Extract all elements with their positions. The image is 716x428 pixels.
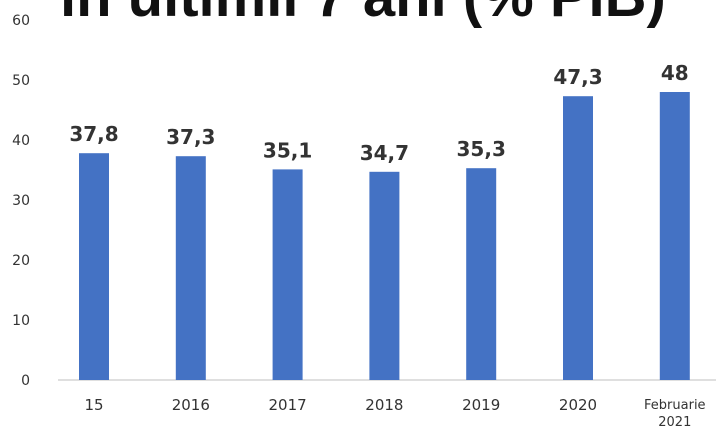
y-tick-label: 0 <box>21 373 30 389</box>
y-tick-label: 20 <box>12 253 30 269</box>
bars <box>79 92 690 380</box>
x-tick-label: 2016 <box>172 396 210 414</box>
x-axis: 15 2016 2017 2018 2019 2020 Februarie 2021 <box>84 396 705 428</box>
x-tick-label: 2017 <box>269 396 307 414</box>
data-label: 47,3 <box>553 65 602 89</box>
bar <box>175 156 206 380</box>
data-label: 35,1 <box>263 138 312 162</box>
bar <box>272 169 303 380</box>
data-labels: 37,8 37,3 35,1 34,7 35,3 47,3 48 <box>69 61 688 165</box>
chart-title: în ultimii 7 ani (% PIB) <box>60 0 666 26</box>
data-label: 48 <box>661 61 689 85</box>
x-tick-label: 15 <box>84 396 103 414</box>
bar <box>79 153 109 380</box>
x-tick-label: 2021 <box>658 415 691 428</box>
x-tick-label: 2020 <box>559 396 597 414</box>
data-label: 37,8 <box>69 122 118 146</box>
bar <box>659 92 690 380</box>
y-tick-label: 30 <box>12 193 30 209</box>
y-tick-label: 50 <box>12 73 30 89</box>
bar <box>563 96 593 380</box>
y-tick-label: 60 <box>12 13 30 29</box>
bar <box>369 171 400 380</box>
y-tick-label: 10 <box>12 313 30 329</box>
x-tick-label: 2018 <box>365 396 403 414</box>
data-label: 35,3 <box>457 137 506 161</box>
x-tick-label: Februarie <box>644 398 706 413</box>
data-label: 34,7 <box>360 141 409 165</box>
data-label: 37,3 <box>166 125 215 149</box>
x-tick-label: 2019 <box>462 396 500 414</box>
bar <box>466 168 497 380</box>
y-axis: 0 10 20 30 40 50 60 <box>12 13 30 389</box>
y-tick-label: 40 <box>12 133 30 149</box>
